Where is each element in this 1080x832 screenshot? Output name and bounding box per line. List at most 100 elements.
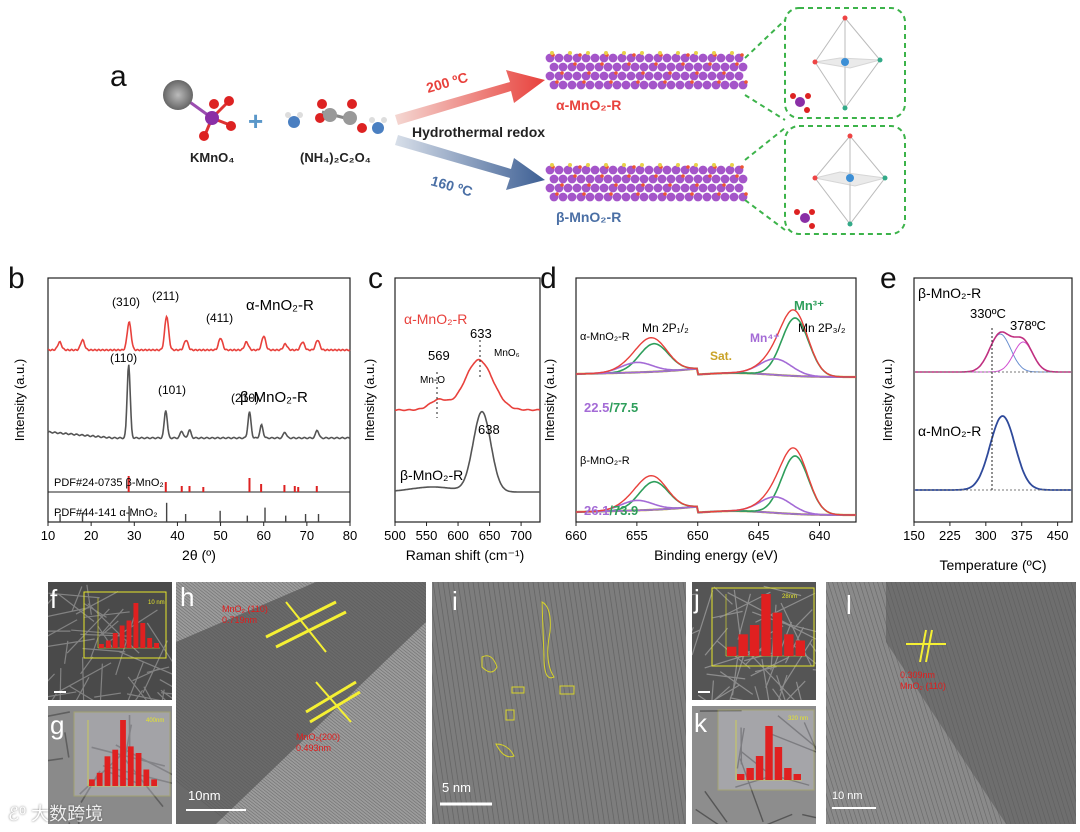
raman-xtick: 500 <box>384 528 406 543</box>
xrd-xtick: 80 <box>343 528 357 543</box>
raman-xlabel: Raman shift (cm⁻¹) <box>406 547 525 563</box>
hrtem-image-i: i 5 nm <box>432 582 686 824</box>
tpr-ylabel: Intensity (a.u.) <box>880 359 895 441</box>
xrd-xtick: 60 <box>256 528 270 543</box>
panel-label-k: k <box>694 708 707 738</box>
h-scale-label: 10nm <box>188 788 221 803</box>
xrd-xtick: 10 <box>41 528 55 543</box>
xps-ratio-beta: 26.1/73.9 <box>584 503 638 518</box>
xrd-xtick: 30 <box>127 528 141 543</box>
beta-octahedron-icon <box>794 133 888 229</box>
alpha-temp-label: 200 ºC <box>424 69 469 96</box>
tpr-xtick: 375 <box>1011 528 1033 543</box>
alpha-product-label: α-MnO₂-R <box>556 97 621 113</box>
alpha-arrow-icon <box>395 70 545 125</box>
tpr-xtick: 225 <box>939 528 961 543</box>
raman-alpha-label: α-MnO₂-R <box>404 311 467 327</box>
tpr-xlabel: Temperature (ºC) <box>939 557 1046 573</box>
xrd-peak-211: (211) <box>152 289 179 303</box>
schematic-svg: + KMnO₄ (NH₄)₂C₂O₄ 200 ºC 160 ºC Hydroth… <box>163 7 906 235</box>
raman-chart: 500 550 600 650 700 Intensity (a.u.) Raman s… <box>362 277 541 563</box>
oxalate-label: (NH₄)₂C₂O₄ <box>300 150 371 165</box>
xps-xtick: 645 <box>748 528 770 543</box>
watermark: ℰ⁰ 大数跨境 <box>8 804 104 824</box>
plus-sign: + <box>248 106 263 136</box>
xrd-xtick: 40 <box>170 528 184 543</box>
alpha-octahedron-icon <box>790 15 883 113</box>
xps-xtick: 655 <box>626 528 648 543</box>
panel-label-e: e <box>880 262 897 295</box>
j-inset-label: 28nm <box>782 594 797 600</box>
xrd-beta-label: β-MnO₂-R <box>240 389 308 406</box>
xrd-alpha-label: α-MnO₂-R <box>246 297 314 314</box>
raman-mno-label: Mn-O <box>420 375 445 386</box>
raman-ylabel: Intensity (a.u.) <box>362 359 377 441</box>
tpr-alpha-label: α-MnO₂-R <box>918 423 981 439</box>
hrtem-image-l: l 0.309nm MnO₂ (110) 10 nm <box>826 582 1076 824</box>
f-inset-label: 10 nm <box>148 600 165 606</box>
panel-label-j: j <box>694 584 700 614</box>
raman-xtick: 600 <box>447 528 469 543</box>
xrd-chart: 10 20 30 40 50 60 70 80 Intensity (a.u.) 2θ (º)… <box>12 277 357 563</box>
xps-ratio-alpha: 22.5/77.5 <box>584 400 638 415</box>
panel-label-i: i <box>452 586 458 616</box>
oxalate-molecule-icon <box>285 99 387 134</box>
sem-image-f: 10 nm f <box>48 582 172 700</box>
k-inset-label: 320 nm <box>788 716 808 722</box>
xrd-peak-411: (411) <box>206 311 233 325</box>
panel-label-b: b <box>8 262 25 295</box>
tem-image-g: 400nm g <box>48 706 172 824</box>
h-annotation-110: MnO₂ (110) 0.719nm <box>222 604 268 625</box>
alpha-octahedron-box <box>784 7 906 119</box>
xps-ylabel: Intensity (a.u.) <box>542 359 557 441</box>
h-annotation-200: MnO₂(200) 0.493nm <box>296 732 341 753</box>
panel-label-l: l <box>846 590 852 620</box>
beta-product-label: β-MnO₂-R <box>556 209 621 225</box>
xps-xtick: 640 <box>809 528 831 543</box>
xrd-xtick: 50 <box>213 528 227 543</box>
xps-mn2p12-label: Mn 2P₁/₂ <box>642 321 689 335</box>
raman-peak-633: 633 <box>470 326 492 341</box>
xrd-pdf-beta: PDF#24-0735 β-MnO₂ <box>54 477 164 489</box>
raman-mno6-label: MnO₆ <box>494 348 520 359</box>
xrd-peak-210: (210) <box>231 391 259 405</box>
tpr-xtick: 300 <box>975 528 997 543</box>
tpr-peak-378: 378ºC <box>1010 318 1046 333</box>
xrd-xlabel: 2θ (º) <box>182 547 216 563</box>
xrd-xtick: 20 <box>84 528 98 543</box>
tem-image-k: 320 nm k <box>692 706 816 824</box>
xps-alpha-label: α-MnO₂-R <box>580 331 630 343</box>
beta-octahedron-box <box>784 125 906 235</box>
beta-arrow-icon <box>395 135 545 190</box>
panel-label-d: d <box>540 262 557 295</box>
xps-xlabel: Binding energy (eV) <box>654 547 778 563</box>
xrd-xtick: 70 <box>300 528 314 543</box>
panel-label-g: g <box>50 710 65 740</box>
raman-peak-569: 569 <box>428 348 450 363</box>
beta-rod-structure <box>545 163 748 202</box>
kmno4-molecule-icon <box>163 80 236 141</box>
process-label: Hydrothermal redox <box>412 124 545 140</box>
xps-beta-label: β-MnO₂-R <box>580 455 630 467</box>
tpr-chart: 150 225 300 375 450 Intensity (a.u.) Tempera… <box>880 277 1073 573</box>
xrd-ylabel: Intensity (a.u.) <box>12 359 27 441</box>
raman-xtick: 700 <box>510 528 532 543</box>
xps-mn3-label: Mn³⁺ <box>794 298 824 313</box>
alpha-rod-structure <box>545 51 748 90</box>
xps-xtick: 650 <box>687 528 709 543</box>
tpr-xtick: 150 <box>903 528 925 543</box>
panel-label-f: f <box>50 584 58 614</box>
l-annotation: 0.309nm MnO₂ (110) <box>900 670 946 691</box>
xps-sat-label: Sat. <box>710 349 732 363</box>
xrd-peak-101: (101) <box>158 383 186 397</box>
xrd-peak-110: (110) <box>110 351 137 365</box>
xps-mn2p32-label: Mn 2P₃/₂ <box>798 321 846 335</box>
l-scale-label: 10 nm <box>832 790 863 802</box>
tpr-beta-label: β-MnO₂-R <box>918 285 981 301</box>
i-scale-label: 5 nm <box>442 780 471 795</box>
hrtem-image-h: h MnO₂ (110) 0.719nm MnO₂(200) 0.493nm 1… <box>176 582 426 824</box>
raman-peak-638: 638 <box>478 422 500 437</box>
raman-xtick: 650 <box>479 528 501 543</box>
xrd-pdf-alpha: PDF#44-141 α-MnO₂ <box>54 507 158 519</box>
beta-temp-label: 160 ºC <box>429 173 474 200</box>
